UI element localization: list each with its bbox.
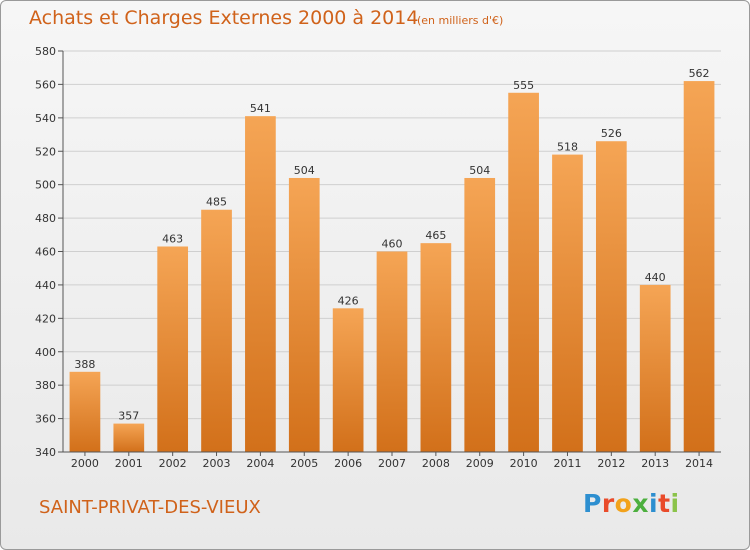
- chart-unit-note: (en milliers d'€): [417, 14, 504, 27]
- data-label: 388: [74, 358, 95, 371]
- logo-letter: i: [670, 489, 680, 518]
- data-labels: 388 357 463 485 541 504 426 460 465 504 555 518 526 4…: [74, 67, 709, 423]
- logo-letter: x: [632, 489, 649, 518]
- logo-letter: i: [649, 489, 659, 518]
- chart-title: Achats et Charges Externes 2000 à 2014: [29, 7, 419, 29]
- y-axis-ticks: 340 360 380 400 420 440 460 480 500 520 540 560 580: [35, 45, 63, 459]
- x-tick-label: 2004: [246, 457, 274, 470]
- y-tick-label: 400: [35, 346, 56, 359]
- y-tick-label: 420: [35, 312, 56, 325]
- x-tick-label: 2014: [685, 457, 713, 470]
- data-label: 426: [338, 294, 359, 307]
- y-tick-label: 360: [35, 413, 56, 426]
- bar: [683, 81, 715, 452]
- x-tick-label: 2002: [159, 457, 187, 470]
- y-tick-label: 560: [35, 78, 56, 91]
- logo-letter: o: [614, 489, 633, 518]
- data-label: 541: [250, 102, 271, 115]
- data-label: 485: [206, 196, 227, 209]
- x-tick-label: 2011: [553, 457, 581, 470]
- x-tick-label: 2010: [510, 457, 538, 470]
- data-label: 463: [162, 232, 183, 245]
- bar: [157, 246, 189, 452]
- y-tick-label: 340: [35, 446, 56, 459]
- x-tick-label: 2013: [641, 457, 669, 470]
- data-label: 555: [513, 79, 534, 92]
- data-label: 562: [689, 67, 710, 80]
- proxiti-logo: Proxiti: [583, 489, 680, 518]
- data-label: 504: [294, 164, 315, 177]
- bar: [332, 308, 364, 452]
- y-tick-label: 520: [35, 145, 56, 158]
- logo-letter: P: [583, 489, 602, 518]
- x-tick-label: 2003: [203, 457, 231, 470]
- bar: [288, 177, 320, 452]
- bar: [69, 371, 101, 452]
- x-tick-label: 2008: [422, 457, 450, 470]
- y-tick-label: 440: [35, 279, 56, 292]
- bar: [639, 284, 671, 452]
- data-label: 526: [601, 127, 622, 140]
- bar: [420, 243, 452, 452]
- y-tick-label: 380: [35, 379, 56, 392]
- logo-letter: t: [658, 489, 671, 518]
- data-label: 465: [425, 229, 446, 242]
- y-tick-label: 540: [35, 112, 56, 125]
- x-tick-label: 2000: [71, 457, 99, 470]
- bar: [595, 141, 627, 452]
- bars: [69, 81, 715, 452]
- bar: [113, 423, 145, 452]
- x-axis-ticks: 2000 2001 2002 2003 2004 2005 2006 2007 2008 2009…: [71, 452, 713, 470]
- bar: [508, 92, 539, 452]
- data-label: 504: [469, 164, 490, 177]
- data-label: 440: [645, 271, 666, 284]
- x-tick-label: 2009: [466, 457, 494, 470]
- bar: [464, 177, 496, 452]
- bar: [376, 251, 408, 452]
- y-tick-label: 460: [35, 246, 56, 259]
- bar: [552, 154, 583, 452]
- y-tick-label: 480: [35, 212, 56, 225]
- axes: [62, 51, 721, 453]
- x-tick-label: 2006: [334, 457, 362, 470]
- commune-name: SAINT-PRIVAT-DES-VIEUX: [39, 497, 261, 518]
- logo-letter: r: [601, 489, 615, 518]
- x-tick-label: 2005: [290, 457, 318, 470]
- bar: [201, 209, 232, 452]
- y-tick-label: 500: [35, 179, 56, 192]
- x-tick-label: 2001: [115, 457, 143, 470]
- data-label: 518: [557, 141, 578, 154]
- x-tick-label: 2007: [378, 457, 406, 470]
- y-tick-label: 580: [35, 45, 56, 58]
- bar: [245, 116, 276, 452]
- data-label: 460: [382, 238, 403, 251]
- x-tick-label: 2012: [597, 457, 625, 470]
- data-label: 357: [118, 410, 139, 423]
